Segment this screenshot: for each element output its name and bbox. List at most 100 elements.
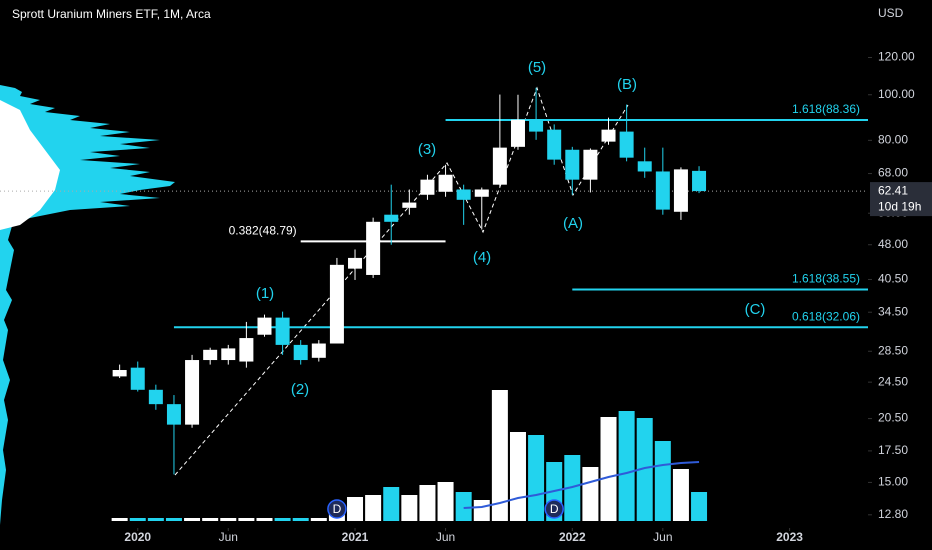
candle-body [185,360,200,425]
volume-bar [455,492,472,521]
event-icon [327,499,347,519]
candle-body [293,344,308,361]
volume-bar [365,495,382,521]
volume-profile [0,85,175,525]
wave-label: (5) [528,59,546,76]
y-tick-label: 34.50 [878,304,908,318]
candle-body [366,221,381,275]
wave-label: (2) [291,381,309,398]
volume-bar [528,435,545,521]
volume-bar [618,411,635,521]
wave-label: (4) [473,249,491,266]
volume-bar [419,485,436,521]
candle-body [583,149,598,180]
candle-body [601,129,616,142]
wave-label: (A) [563,215,583,232]
candle-body [456,189,471,200]
x-tick-label: 2022 [559,530,586,544]
volume-bar [238,518,255,521]
y-tick-label: 24.50 [878,374,908,388]
countdown-label: 10d 19h [878,199,921,213]
wave-path [174,86,629,476]
x-tick-label: Jun [653,530,672,544]
volume-bar [636,418,653,521]
candle-body [203,349,218,361]
wave-label: (3) [418,141,436,158]
event-label: D [550,502,559,516]
y-tick-label: 15.00 [878,475,908,489]
volume-bar [582,467,599,521]
candle-body [692,170,707,192]
fib-level-label: 0.382(48.79) [229,224,297,238]
candle-body [438,174,453,192]
volume-bar [672,469,689,521]
fib-level-label: 0.618(32.06) [792,309,860,323]
volume-bar [383,487,400,521]
candle-body [384,214,399,222]
chart-title: Sprott Uranium Miners ETF, 1M, Arca [12,7,211,21]
y-tick-label: 80.00 [878,133,908,147]
y-tick-label: 100.00 [878,87,915,101]
wave-label: (1) [256,285,274,302]
candle-body [148,389,163,405]
fib-level-label: 1.618(88.36) [792,102,860,116]
event-label: D [333,502,342,516]
y-tick-label: 40.50 [878,272,908,286]
candle-body [547,129,562,160]
candle-body [311,343,326,358]
volume-bar [220,518,237,521]
volume-bar [473,500,490,521]
candle-body [130,367,145,390]
candle-body [348,257,363,269]
candle-body [529,119,544,132]
candle-body [257,317,272,335]
candle-body [420,179,435,195]
candle-body [565,149,580,180]
y-tick-label: 17.50 [878,443,908,457]
volume-bar [654,441,671,521]
volume-bar [509,432,526,521]
volume-bar [401,495,418,521]
currency-label: USD [878,6,904,20]
candle-body [474,189,489,197]
y-tick-label: 20.50 [878,411,908,425]
x-tick-label: 2021 [342,530,369,544]
x-tick-label: 2020 [124,530,151,544]
volume-bar [310,518,327,521]
candle-body [329,264,344,344]
volume-bar [147,518,164,521]
y-tick-label: 28.50 [878,343,908,357]
y-tick-label: 120.00 [878,50,915,64]
x-tick-label: Jun [436,530,455,544]
event-icon [544,499,564,519]
candle-body [402,202,417,208]
fib-level-label: 1.618(38.55) [792,272,860,286]
candle-body [637,161,652,172]
x-tick-label: 2023 [776,530,803,544]
y-tick-label: 68.00 [878,166,908,180]
volume-bar [129,518,146,521]
candle-body [275,317,290,345]
candle-body [112,370,127,377]
candle-body [655,171,670,210]
volume-bar [437,482,454,521]
candle-body [619,131,634,158]
candle-body [492,147,507,185]
volume-bar [111,518,128,521]
volume-bar [600,417,617,521]
candle-body [510,119,525,147]
volume-bar [274,518,291,521]
volume-bar [165,518,182,521]
current-price-label: 62.41 [878,183,908,197]
volume-bar [184,518,201,521]
volume-ma-line [463,461,700,509]
volume-bar [292,518,309,521]
candle-body [221,348,236,361]
volume-bar [691,492,708,521]
candle-body [166,404,181,425]
x-tick-label: Jun [219,530,238,544]
volume-bar [202,518,219,521]
wave-label: (C) [745,301,766,318]
